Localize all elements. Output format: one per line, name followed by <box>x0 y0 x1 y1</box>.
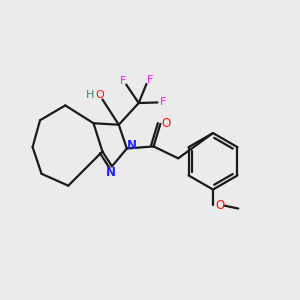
Text: O: O <box>96 90 104 100</box>
Text: F: F <box>160 97 167 107</box>
Text: H: H <box>86 90 94 100</box>
Text: N: N <box>106 167 116 179</box>
Text: F: F <box>147 75 153 85</box>
Text: N: N <box>127 139 137 152</box>
Text: F: F <box>119 76 126 86</box>
Text: O: O <box>215 199 224 212</box>
Text: O: O <box>162 117 171 130</box>
